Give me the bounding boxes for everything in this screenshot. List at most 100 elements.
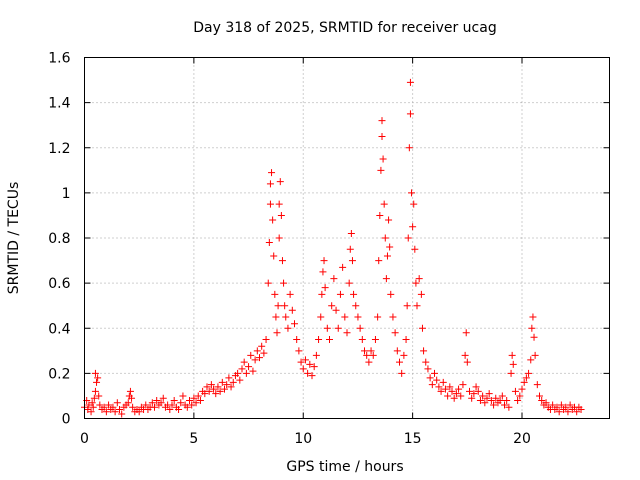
data-point: [275, 200, 283, 208]
y-tick-label: 0: [62, 412, 71, 428]
y-tick-label: 0.2: [48, 366, 70, 382]
data-point: [175, 405, 183, 413]
data-point: [151, 403, 158, 411]
data-point: [367, 347, 375, 355]
data-point: [424, 365, 432, 373]
plot-frame: [84, 57, 610, 419]
data-point: [238, 365, 246, 373]
data-point: [102, 408, 110, 416]
data-point: [304, 369, 312, 377]
data-point: [492, 394, 500, 402]
data-point: [377, 166, 385, 174]
data-point: [343, 329, 351, 337]
x-tick-label: 5: [189, 431, 198, 447]
data-point: [186, 396, 193, 404]
data-point: [387, 290, 395, 298]
data-point: [530, 333, 538, 341]
data-point: [426, 374, 434, 382]
data-point: [525, 369, 533, 377]
data-point: [412, 279, 420, 287]
data-point: [332, 306, 340, 314]
data-point: [118, 410, 126, 418]
data-point: [348, 257, 356, 265]
data-point: [272, 313, 280, 321]
data-point: [100, 403, 108, 411]
data-point: [468, 394, 476, 402]
data-point: [450, 394, 458, 402]
data-point: [317, 313, 325, 321]
x-tick-label: 0: [80, 431, 89, 447]
y-tick-label: 1.2: [48, 141, 70, 157]
data-point: [350, 290, 358, 298]
data-point: [177, 399, 185, 407]
data-point: [452, 390, 460, 398]
data-point: [476, 396, 484, 404]
data-point: [124, 399, 132, 407]
data-point: [91, 387, 99, 395]
data-point: [346, 245, 354, 253]
data-point: [462, 329, 470, 337]
data-point: [166, 405, 174, 413]
data-point: [242, 369, 250, 377]
data-point: [201, 390, 209, 398]
data-point: [479, 392, 487, 400]
x-tick-label: 15: [404, 431, 422, 447]
axis-ticks: [84, 57, 610, 419]
data-point: [192, 399, 200, 407]
data-point: [190, 394, 198, 402]
data-point: [328, 302, 336, 310]
data-point: [501, 401, 508, 409]
y-tick-label: 1.6: [48, 51, 70, 67]
data-point: [555, 408, 563, 416]
data-point: [94, 374, 102, 382]
data-point: [269, 216, 277, 224]
data-point: [389, 313, 397, 321]
data-point: [417, 290, 425, 298]
data-point: [371, 336, 379, 344]
data-point: [345, 279, 353, 287]
data-point: [320, 257, 328, 265]
data-point: [400, 351, 408, 359]
data-point: [533, 381, 541, 389]
data-point: [93, 378, 101, 386]
data-point: [253, 347, 261, 355]
data-point: [431, 369, 438, 377]
data-point: [308, 372, 316, 380]
data-point: [339, 263, 347, 271]
data-point: [461, 351, 469, 359]
y-tick-label: 0.8: [48, 231, 70, 247]
data-point: [375, 257, 383, 265]
data-point: [529, 313, 537, 321]
data-point: [315, 336, 323, 344]
data-point: [221, 385, 228, 393]
data-point: [369, 351, 377, 359]
data-point: [129, 403, 137, 411]
data-point: [280, 279, 288, 287]
data-point: [249, 367, 257, 375]
y-tick-labels: 0 0.2 0.4 0.6 0.8 1 1.2 1.4 1.6: [48, 51, 70, 428]
data-point: [229, 378, 237, 386]
data-point: [258, 342, 266, 350]
data-point: [514, 396, 522, 404]
data-point: [256, 354, 263, 362]
chart-title: Day 318 of 2025, SRMTID for receiver uca…: [193, 20, 496, 36]
data-point: [378, 117, 386, 125]
data-point: [95, 392, 103, 400]
data-point: [531, 351, 539, 359]
y-axis-title: SRMTID / TECUs: [6, 182, 22, 295]
data-point: [183, 403, 191, 411]
data-point: [386, 243, 394, 251]
data-point: [105, 401, 113, 409]
data-point: [490, 401, 498, 409]
data-point: [135, 408, 143, 416]
data-point: [157, 399, 165, 407]
data-point: [420, 347, 428, 355]
data-point: [336, 290, 344, 298]
data-point: [210, 385, 218, 393]
data-point: [227, 383, 235, 391]
data-point: [365, 358, 373, 366]
data-point: [128, 394, 136, 402]
data-point: [90, 394, 98, 402]
data-point: [509, 360, 517, 368]
